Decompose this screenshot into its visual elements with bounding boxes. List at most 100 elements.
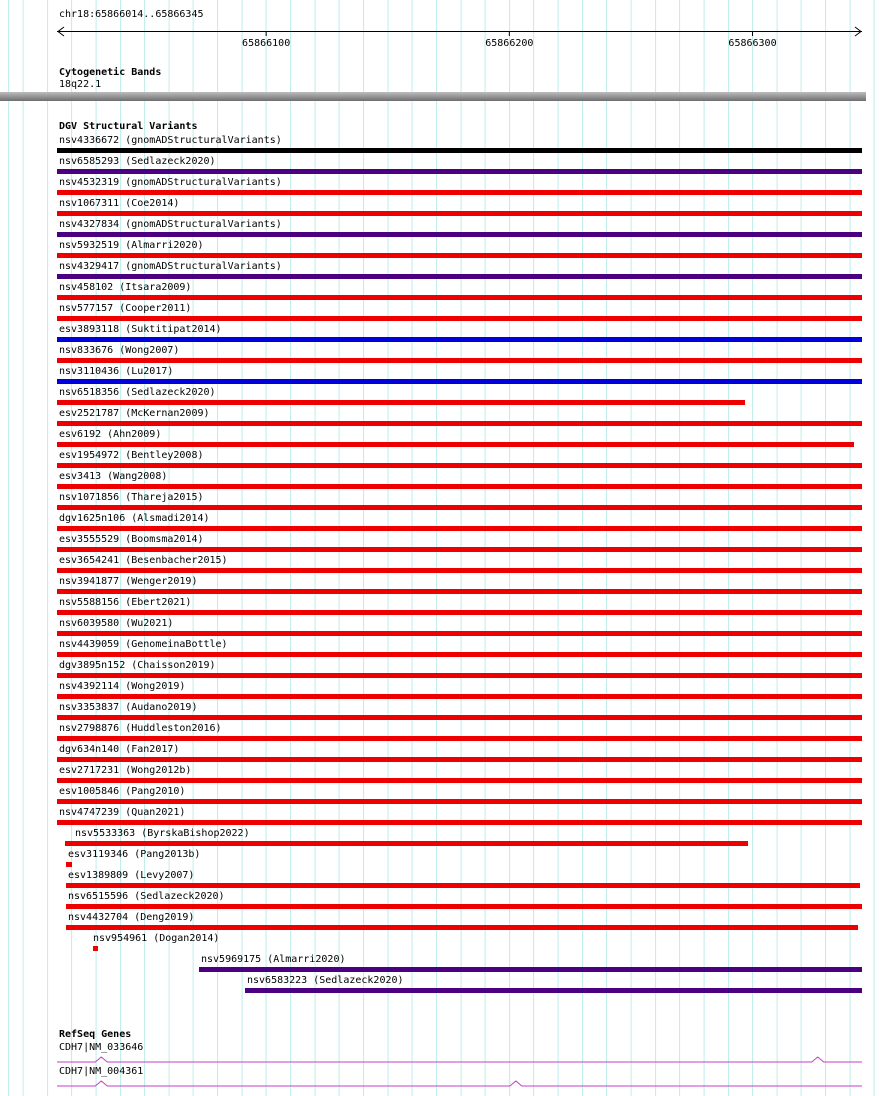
variant-label[interactable]: nsv6518356 (Sedlazeck2020) [59, 387, 216, 398]
variant-label[interactable]: nsv5932519 (Almarri2020) [59, 240, 204, 251]
variant-label[interactable]: nsv5588156 (Ebert2021) [59, 597, 192, 608]
variant-bar[interactable] [65, 862, 73, 867]
variant-label[interactable]: dgv3895n152 (Chaisson2019) [59, 660, 216, 671]
variant-bar[interactable] [57, 169, 862, 174]
variant-label[interactable]: nsv5969175 (Almarri2020) [201, 954, 346, 965]
variant-row: dgv1625n106 (Alsmadi2014) [0, 513, 890, 534]
variant-bar[interactable] [57, 484, 862, 489]
gene-structure[interactable] [57, 1080, 862, 1088]
variant-label[interactable]: esv2717231 (Wong2012b) [59, 765, 192, 776]
ruler-right-arrow-icon [854, 26, 862, 37]
variant-bar[interactable] [57, 358, 862, 363]
variant-bar[interactable] [57, 820, 862, 825]
variant-bar[interactable] [57, 757, 862, 762]
variant-label[interactable]: nsv4432704 (Deng2019) [68, 912, 195, 923]
variant-bar[interactable] [57, 673, 862, 678]
cytoband-bar[interactable] [0, 92, 866, 101]
variant-bar[interactable] [57, 442, 854, 447]
variant-label[interactable]: nsv4336672 (gnomADStructuralVariants) [59, 135, 282, 146]
variant-label[interactable]: esv3893118 (Suktitipat2014) [59, 324, 222, 335]
variant-label[interactable]: esv1005846 (Pang2010) [59, 786, 186, 797]
variant-bar[interactable] [57, 652, 862, 657]
variant-bar[interactable] [57, 379, 862, 384]
variant-bar[interactable] [57, 631, 862, 636]
variant-bar[interactable] [65, 925, 858, 930]
variant-label[interactable]: nsv5533363 (ByrskaBishop2022) [75, 828, 250, 839]
variant-label[interactable]: nsv3941877 (Wenger2019) [59, 576, 198, 587]
variant-bar[interactable] [57, 610, 862, 615]
variant-bar[interactable] [57, 190, 862, 195]
variant-label[interactable]: nsv833676 (Wong2007) [59, 345, 180, 356]
variant-bar[interactable] [57, 694, 862, 699]
variant-row: esv1005846 (Pang2010) [0, 786, 890, 807]
variant-row: nsv4532319 (gnomADStructuralVariants) [0, 177, 890, 198]
variant-bar[interactable] [65, 904, 862, 909]
variant-bar[interactable] [57, 316, 862, 321]
variant-row: esv2521787 (McKernan2009) [0, 408, 890, 429]
variant-bar[interactable] [57, 295, 862, 300]
variant-label[interactable]: dgv634n140 (Fan2017) [59, 744, 180, 755]
variant-label[interactable]: nsv4532319 (gnomADStructuralVariants) [59, 177, 282, 188]
variant-row: nsv4327834 (gnomADStructuralVariants) [0, 219, 890, 240]
variant-bar[interactable] [57, 715, 862, 720]
variant-label[interactable]: esv1389809 (Levy2007) [68, 870, 195, 881]
variant-label[interactable]: nsv6585293 (Sedlazeck2020) [59, 156, 216, 167]
variant-bar[interactable] [93, 946, 99, 951]
variant-bar[interactable] [57, 337, 862, 342]
gene-structure[interactable] [57, 1056, 862, 1064]
variant-label[interactable]: esv3119346 (Pang2013b) [68, 849, 201, 860]
variant-bar[interactable] [57, 505, 862, 510]
ruler-left-arrow-icon [57, 26, 65, 37]
variant-bar[interactable] [57, 148, 862, 153]
variant-label[interactable]: nsv6039580 (Wu2021) [59, 618, 174, 629]
variant-label[interactable]: esv6192 (Ahn2009) [59, 429, 162, 440]
variant-row: nsv3110436 (Lu2017) [0, 366, 890, 387]
ruler-tick-label: 65866300 [728, 38, 776, 49]
variant-bar[interactable] [57, 526, 862, 531]
variant-bar[interactable] [57, 211, 862, 216]
variant-bar[interactable] [57, 736, 862, 741]
variant-label[interactable]: nsv3353837 (Audano2019) [59, 702, 198, 713]
variant-bar[interactable] [57, 547, 862, 552]
variant-bar[interactable] [57, 799, 862, 804]
variant-bar[interactable] [65, 841, 748, 846]
variant-bar[interactable] [57, 421, 862, 426]
variant-label[interactable]: dgv1625n106 (Alsmadi2014) [59, 513, 210, 524]
variant-bar[interactable] [65, 883, 861, 888]
variant-label[interactable]: esv3555529 (Boomsma2014) [59, 534, 204, 545]
variant-label[interactable]: esv3413 (Wang2008) [59, 471, 168, 482]
variant-label[interactable]: nsv1067311 (Coe2014) [59, 198, 180, 209]
variant-row: dgv634n140 (Fan2017) [0, 744, 890, 765]
variant-bar[interactable] [57, 400, 746, 405]
variant-label[interactable]: nsv4329417 (gnomADStructuralVariants) [59, 261, 282, 272]
variant-label[interactable]: esv1954972 (Bentley2008) [59, 450, 204, 461]
variant-bar[interactable] [198, 967, 862, 972]
variant-bar[interactable] [57, 253, 862, 258]
variant-row: dgv3895n152 (Chaisson2019) [0, 660, 890, 681]
variant-label[interactable]: nsv577157 (Cooper2011) [59, 303, 192, 314]
variant-label[interactable]: nsv2798876 (Huddleston2016) [59, 723, 222, 734]
variant-bar[interactable] [57, 274, 862, 279]
variant-bar[interactable] [57, 589, 862, 594]
variant-label[interactable]: esv2521787 (McKernan2009) [59, 408, 210, 419]
variant-label[interactable]: nsv1071856 (Thareja2015) [59, 492, 204, 503]
variant-bar[interactable] [57, 463, 862, 468]
variant-bar[interactable] [57, 778, 862, 783]
variant-label[interactable]: nsv4747239 (Quan2021) [59, 807, 186, 818]
gene-label[interactable]: CDH7|NM_004361 [59, 1066, 144, 1077]
variant-label[interactable]: nsv4392114 (Wong2019) [59, 681, 186, 692]
variant-label[interactable]: nsv4327834 (gnomADStructuralVariants) [59, 219, 282, 230]
variant-label[interactable]: esv3654241 (Besenbacher2015) [59, 555, 228, 566]
coordinate-ruler[interactable]: 65866100 65866200 65866300 [0, 0, 890, 52]
variant-bar[interactable] [57, 568, 862, 573]
variant-label[interactable]: nsv4439059 (GenomeinaBottle) [59, 639, 228, 650]
variant-label[interactable]: nsv6515596 (Sedlazeck2020) [68, 891, 225, 902]
variant-label[interactable]: nsv458102 (Itsara2009) [59, 282, 192, 293]
variant-bar[interactable] [245, 988, 862, 993]
variant-label[interactable]: nsv3110436 (Lu2017) [59, 366, 174, 377]
variant-label[interactable]: nsv6583223 (Sedlazeck2020) [247, 975, 404, 986]
gene-label[interactable]: CDH7|NM_033646 [59, 1042, 144, 1053]
variant-bar[interactable] [57, 232, 862, 237]
variant-row: nsv3353837 (Audano2019) [0, 702, 890, 723]
variant-label[interactable]: nsv954961 (Dogan2014) [93, 933, 220, 944]
